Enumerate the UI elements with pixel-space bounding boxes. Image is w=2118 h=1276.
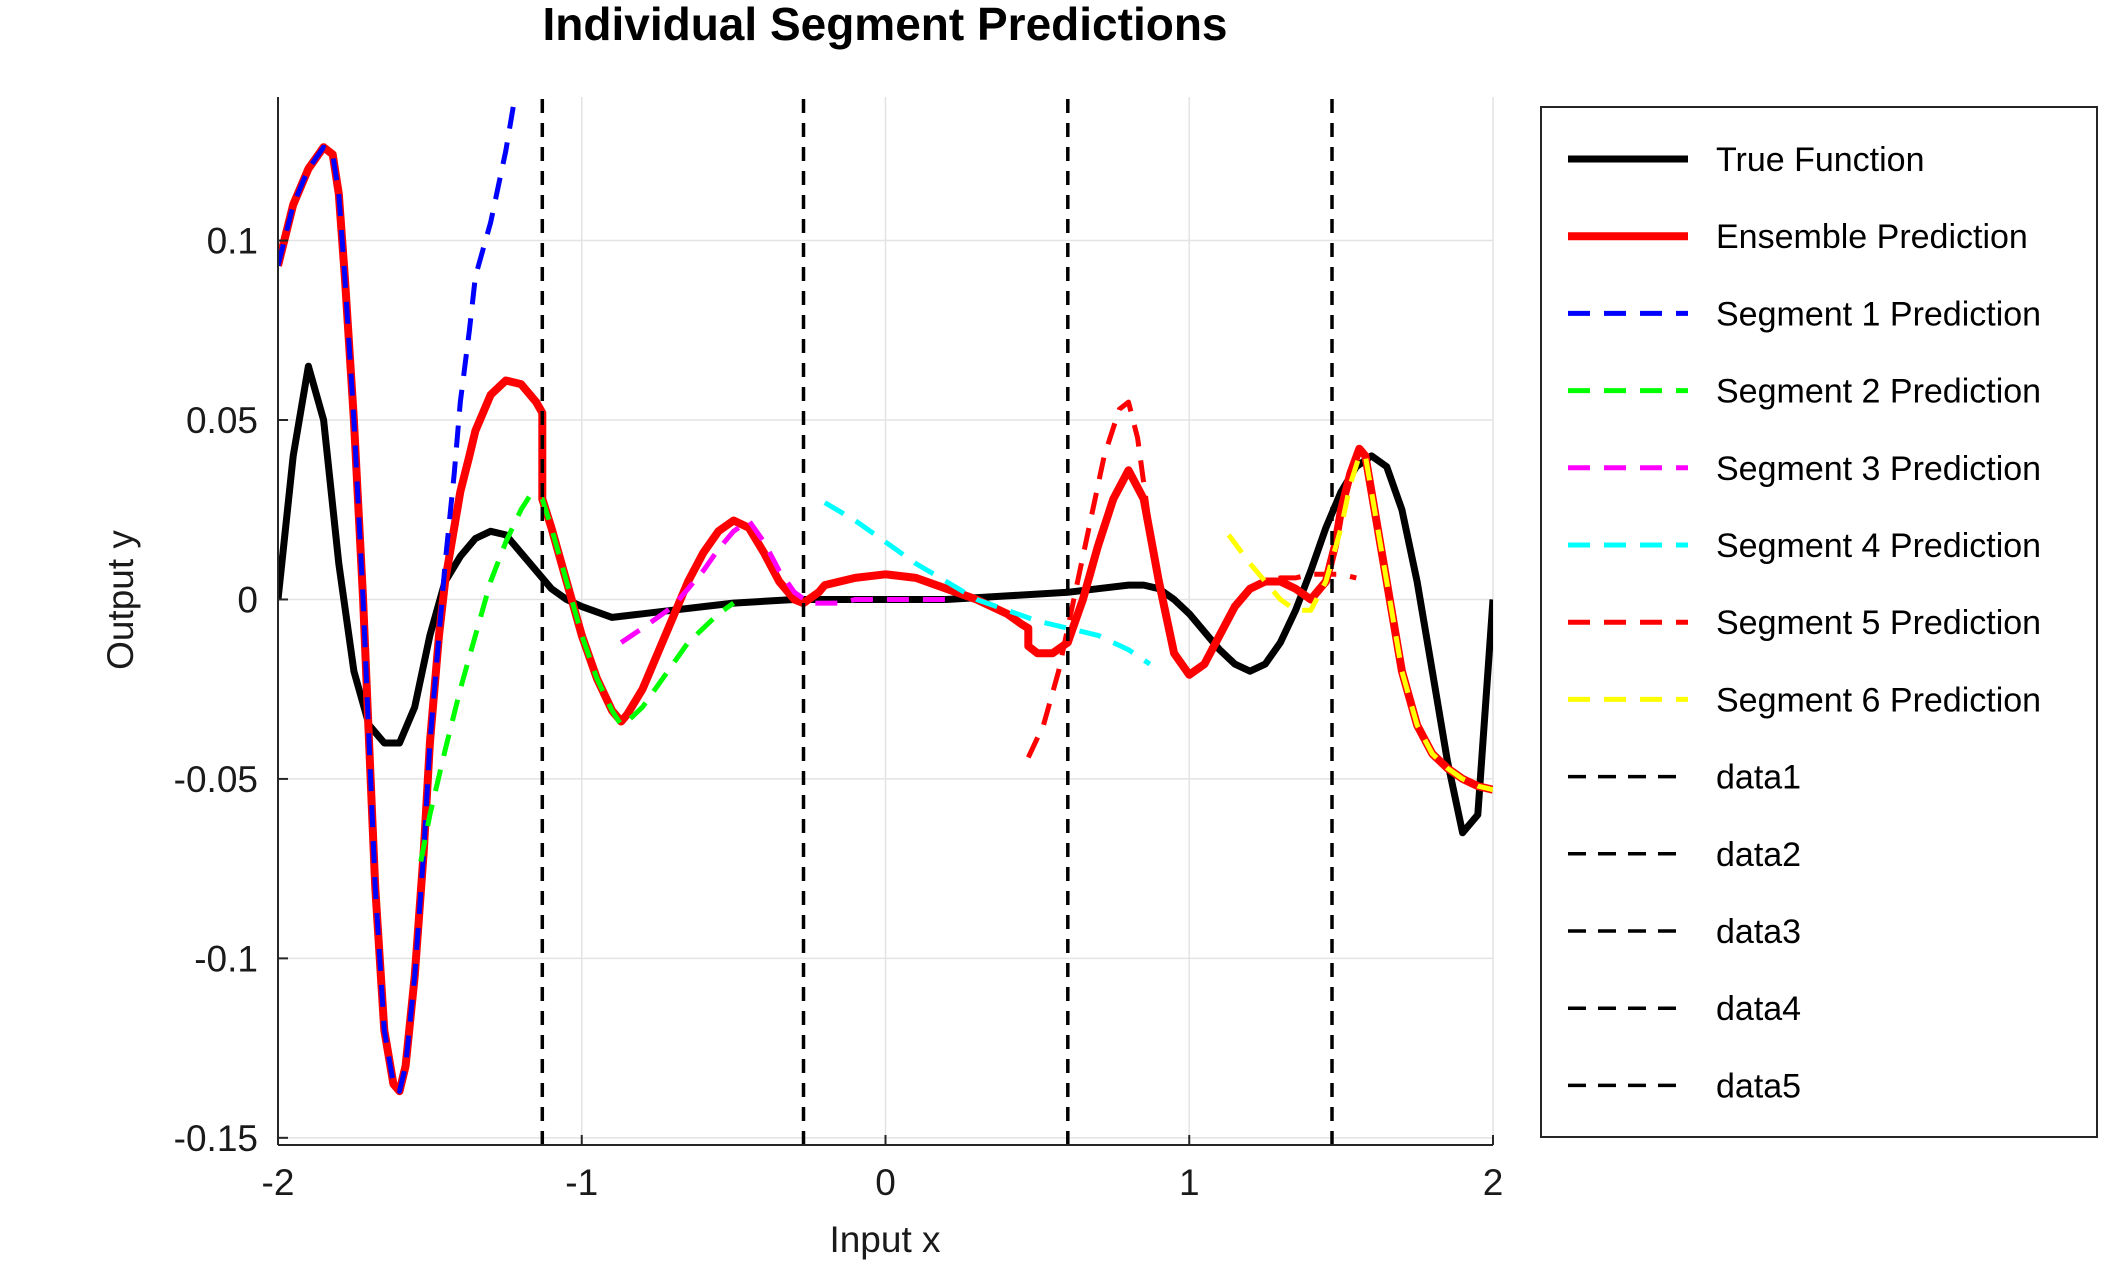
legend-box — [1540, 106, 2098, 1138]
legend-label-1: Ensemble Prediction — [1716, 218, 2028, 256]
y-tick-label: -0.05 — [174, 759, 258, 800]
legend-label-0: True Function — [1716, 141, 1925, 179]
x-tick-label: -2 — [262, 1162, 295, 1203]
x-axis-label: Input x — [829, 1219, 941, 1260]
series-line-6 — [1026, 399, 1357, 759]
plot-series — [278, 97, 1493, 1145]
series-line-5 — [823, 500, 1152, 667]
legend-label-2: Segment 1 Prediction — [1716, 295, 2041, 333]
legend-label-10: data3 — [1716, 913, 1801, 951]
legend-label-11: data4 — [1716, 990, 1801, 1028]
series-line-4 — [619, 518, 947, 645]
y-tick-label: 0.1 — [207, 221, 258, 262]
y-tick-label: 0 — [237, 579, 258, 620]
x-tick-label: 1 — [1179, 1162, 1200, 1203]
legend-label-5: Segment 4 Prediction — [1716, 527, 2041, 565]
y-tick-label: 0.05 — [186, 400, 258, 441]
x-tick-label: -1 — [565, 1162, 598, 1203]
legend-label-3: Segment 2 Prediction — [1716, 373, 2041, 411]
legend-label-12: data5 — [1716, 1067, 1801, 1105]
legend: True Function Ensemble Prediction Segment … — [1540, 106, 2098, 1138]
legend-label-6: Segment 5 Prediction — [1716, 604, 2041, 642]
y-tick-label: -0.1 — [194, 938, 258, 979]
legend-label-7: Segment 6 Prediction — [1716, 681, 2041, 719]
series-line-3 — [418, 492, 736, 862]
x-tick-label: 0 — [875, 1162, 896, 1203]
legend-label-4: Segment 3 Prediction — [1716, 450, 2041, 488]
series-line-7 — [1226, 453, 1493, 793]
x-tick-label: 2 — [1483, 1162, 1504, 1203]
chart-title: Individual Segment Predictions — [542, 0, 1227, 50]
legend-label-8: data1 — [1716, 759, 1801, 797]
legend-label-9: data2 — [1716, 836, 1801, 874]
y-tick-label: -0.15 — [174, 1118, 258, 1159]
plot-axes: -2 -1 0 1 2 -0.15 -0.1 -0.05 0 0.05 0.1 — [174, 97, 1504, 1203]
series-line-2 — [278, 97, 518, 1094]
y-axis-label: Output y — [100, 530, 141, 670]
